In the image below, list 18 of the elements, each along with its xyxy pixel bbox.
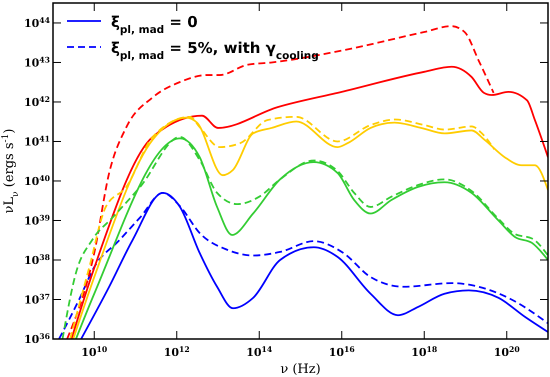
- x-tick-label: 10$^{10}$: [81, 344, 108, 359]
- y-tick-label: 10$^{37}$: [24, 292, 50, 306]
- y-tick-label: 10$^{42}$: [24, 94, 50, 109]
- y-tick-label: 10$^{44}$: [24, 15, 51, 30]
- x-tick-label: 10$^{20}$: [494, 344, 520, 359]
- x-tick-label: 10$^{14}$: [246, 344, 273, 359]
- y-tick-label: 10$^{36}$: [24, 332, 50, 346]
- y-tick-label: 10$^{40}$: [24, 173, 50, 188]
- x-tick-label: 10$^{16}$: [328, 344, 355, 359]
- y-tick-label: 10$^{39}$: [24, 212, 50, 228]
- y-tick-label: 10$^{43}$: [24, 54, 50, 70]
- x-tick-label: 10$^{18}$: [411, 344, 438, 359]
- x-tick-label: 10$^{12}$: [164, 344, 190, 359]
- y-tick-label: 10$^{38}$: [24, 252, 50, 267]
- legend-label: ξ$_{pl, mad}$ = 0: [111, 13, 198, 36]
- x-axis-title: ν (Hz): [280, 362, 321, 377]
- legend-label: ξ$_{pl, mad}$ = 5%, with γ$_{cooling}$: [111, 39, 319, 62]
- y-tick-label: 10$^{41}$: [24, 134, 50, 148]
